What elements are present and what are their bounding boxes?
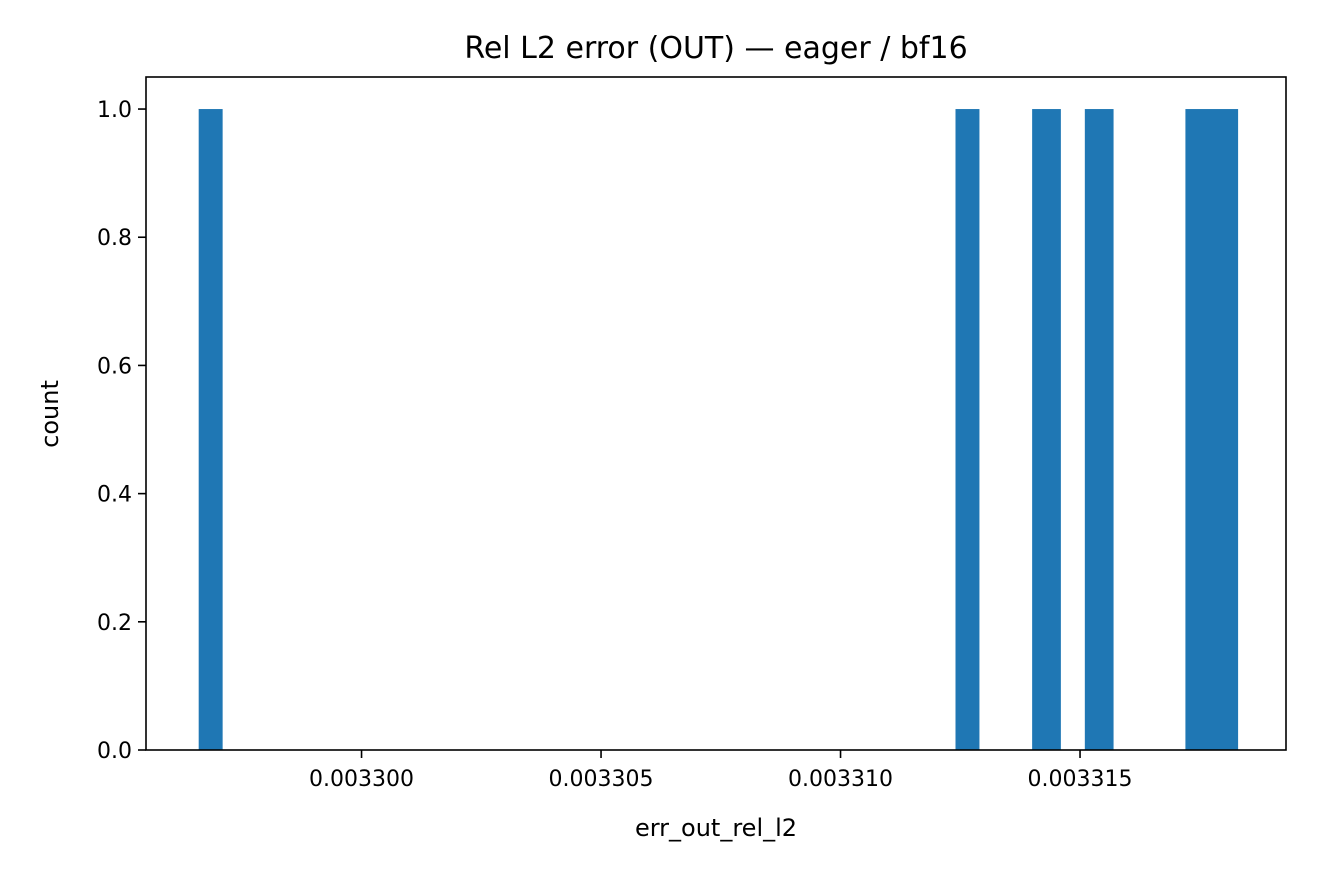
y-tick-label-3: 0.4 bbox=[97, 483, 132, 508]
axes-frame bbox=[145, 76, 1287, 751]
x-tick-label-1: 0.003300 bbox=[309, 767, 414, 792]
histogram-bar-3 bbox=[1032, 109, 1061, 751]
histogram-bar-1 bbox=[198, 109, 223, 751]
x-tick-label-2: 0.003305 bbox=[549, 767, 654, 792]
histogram-bar-2 bbox=[955, 109, 980, 751]
x-tick-label-4: 0.003315 bbox=[1028, 767, 1133, 792]
histogram-bar-5 bbox=[1185, 109, 1239, 751]
chart-title: Rel L2 error (OUT) — eager / bf16 bbox=[464, 31, 967, 66]
histogram-bar-4 bbox=[1084, 109, 1114, 751]
histogram-bars bbox=[198, 109, 1239, 751]
x-axis-label: err_out_rel_l2 bbox=[635, 814, 797, 842]
y-tick-label-4: 0.6 bbox=[97, 354, 132, 379]
y-axis-label: count bbox=[36, 380, 64, 448]
plot-area: 0.003300 0.003305 0.003310 0.003315 0.00.20… bbox=[97, 76, 1287, 792]
y-tick-label-1: 0.0 bbox=[97, 739, 132, 764]
x-tick-label-3: 0.003310 bbox=[788, 767, 893, 792]
y-tick-label-6: 1.0 bbox=[97, 98, 132, 123]
y-tick-label-2: 0.2 bbox=[97, 611, 132, 636]
y-axis-ticks: 0.0 0.2 0.4 0.6 0.8 1.0 bbox=[97, 98, 146, 764]
x-axis-ticks: 0.003300 0.003305 0.003310 0.003315 bbox=[309, 750, 1133, 792]
y-tick-label-5: 0.8 bbox=[97, 226, 132, 251]
